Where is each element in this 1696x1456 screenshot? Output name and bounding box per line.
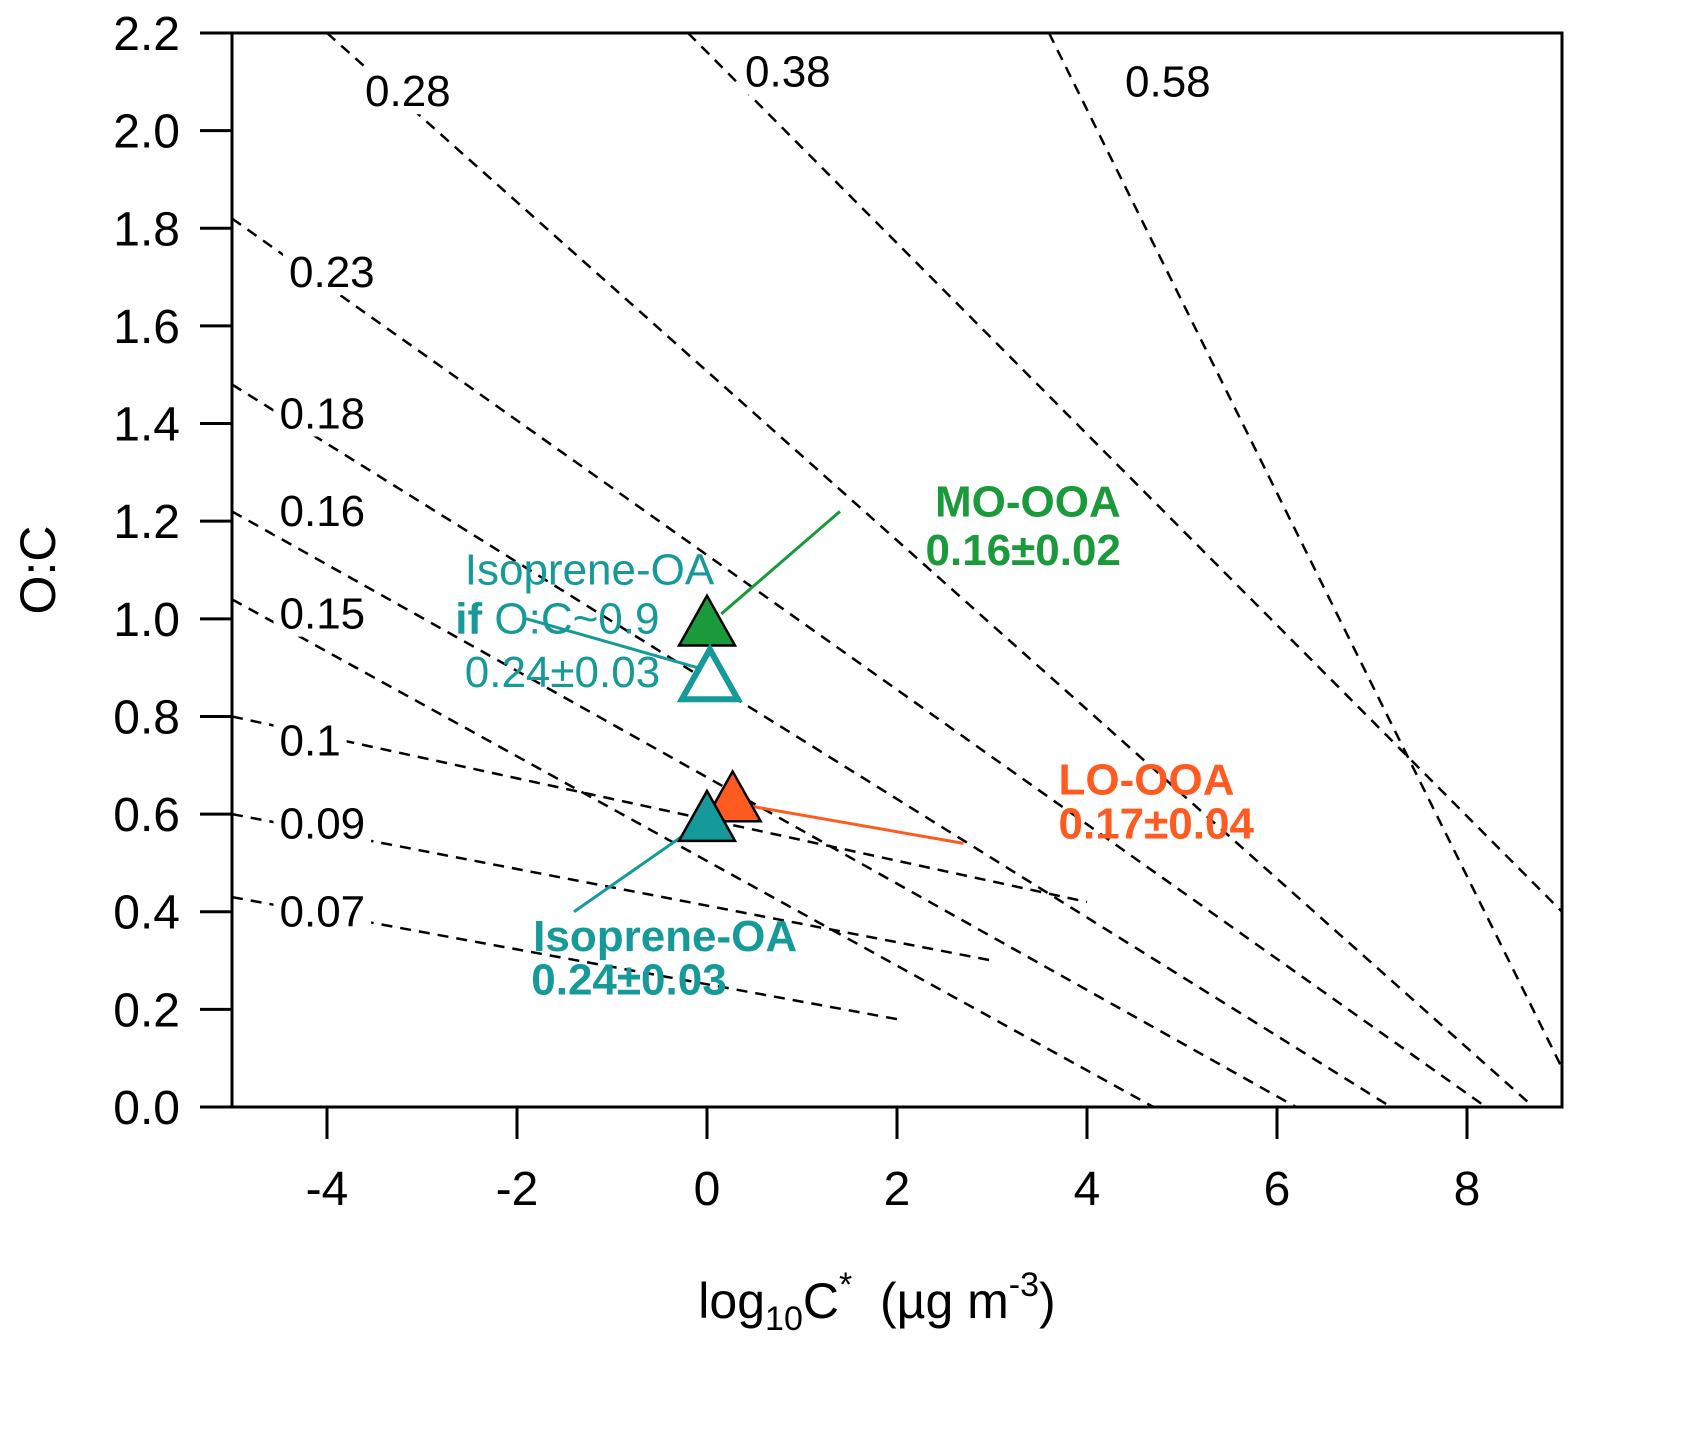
y-axis: 0.0 0.2 0.4 0.6 0.8 1.0 1.2 1.4 1.6 1.8 2.0 2.2: [113, 8, 232, 1135]
x-tick-label: 2: [884, 1163, 911, 1216]
isoline-label-bg: [273, 390, 372, 437]
isoline-label-bg: [273, 888, 372, 935]
isoline-label-bg: [273, 590, 372, 637]
isoline-label-0.1: 0.1: [280, 717, 341, 766]
isoline-label-0.16: 0.16: [280, 487, 366, 536]
isoline-label-0.07: 0.07: [280, 887, 366, 936]
y-tick-label: 0.6: [113, 789, 180, 842]
x-tick-label: -4: [306, 1163, 349, 1216]
annotation-mo-ooa-line-0: MO-OOA: [935, 477, 1121, 526]
isoline-label-bg: [273, 488, 372, 535]
data-markers: [676, 593, 763, 843]
y-tick-label: 1.6: [113, 301, 180, 354]
isoline-label-0.09: 0.09: [280, 800, 366, 849]
marker-mo-ooa: [676, 593, 738, 647]
isoline-label-0.18: 0.18: [280, 389, 366, 438]
isoline-0.09: [232, 812, 993, 962]
annotations: 0.07 0.09 0.1 0.15 0.16 0.18 0.23 0.28 0.38 0.58 M…: [273, 48, 1255, 1005]
x-tick-label: 8: [1454, 1163, 1481, 1216]
isoline-0.1: [232, 715, 1088, 904]
leader-mo-ooa: [720, 510, 841, 616]
marker-lo-ooa: [702, 768, 763, 823]
isoline-0.28: [326, 33, 1535, 1107]
isoline-label-bg: [273, 800, 372, 847]
isoline-label-0.58: 0.58: [1125, 57, 1211, 106]
y-tick-label: 0.8: [113, 691, 180, 744]
isoline-label-bg: [1119, 58, 1217, 105]
isolines: [232, 33, 1562, 1107]
annotation-lo-ooa-line-0: LO-OOA: [1059, 756, 1235, 805]
annotation-isoprene-if-line-1: if O:C~0.9: [455, 594, 659, 643]
annotation-lo-ooa-line-1: 0.17±0.04: [1059, 800, 1255, 849]
y-axis-title: O:C: [10, 526, 66, 615]
annotation-isoprene-if-line-0: Isoprene-OA: [465, 546, 715, 595]
y-tick-label: 1.4: [113, 399, 180, 452]
isoline-0.58: [1047, 33, 1562, 1069]
x-axis-title-unit-superscript: -3: [1009, 1266, 1039, 1304]
isoline-label-bg: [283, 248, 381, 295]
x-axis-title-main: C: [803, 1273, 839, 1329]
x-axis-title: log10C* (µg m-3): [698, 1266, 1055, 1338]
isoline-label-0.28: 0.28: [365, 67, 451, 116]
x-axis-title-unit-close: ): [1039, 1273, 1056, 1329]
y-tick-label: 1.0: [113, 594, 180, 647]
marker-isoprene-oa-if-o-c-0-9: [676, 643, 743, 703]
annotation-leaders: [526, 510, 964, 913]
isoline-label-0.15: 0.15: [280, 590, 366, 639]
marker-isoprene-oa: [676, 788, 738, 843]
isoline-label-bg: [359, 68, 457, 115]
x-tick-label: -2: [496, 1163, 539, 1216]
annotation-mo-ooa-line-1: 0.16±0.02: [926, 526, 1121, 575]
isoline-0.38: [687, 33, 1562, 913]
isoline-label-bg: [273, 717, 347, 764]
isoline-0.23: [232, 217, 1487, 1107]
x-axis-title-subscript: 10: [765, 1300, 803, 1338]
x-tick-label: 4: [1074, 1163, 1101, 1216]
leader-lo-ooa: [739, 802, 964, 845]
annotation-isoprene-line-0: Isoprene-OA: [533, 912, 797, 961]
annotation-isoprene-line-1: 0.24±0.03: [531, 956, 726, 1005]
isoline-0.15: [232, 598, 1155, 1107]
x-tick-label: 6: [1264, 1163, 1291, 1216]
y-tick-label: 0.0: [113, 1082, 180, 1135]
annotation-isoprene-if-line-2: 0.24±0.03: [465, 648, 660, 697]
y-tick-label: 1.2: [113, 496, 180, 549]
isoline-label-0.38: 0.38: [745, 48, 831, 97]
isoline-label-0.23: 0.23: [289, 248, 375, 297]
y-tick-label: 2.0: [113, 106, 180, 159]
x-axis-title-unit: (µg m: [852, 1273, 1009, 1329]
x-axis-title-superscript: *: [839, 1266, 852, 1304]
y-tick-label: 0.2: [113, 984, 180, 1037]
x-axis: -4 -2 0 2 4 6 8: [306, 1107, 1481, 1216]
y-tick-label: 1.8: [113, 203, 180, 256]
isoline-label-bg: [739, 48, 837, 95]
isoline-0.18: [232, 383, 1392, 1107]
y-tick-label: 0.4: [113, 887, 180, 940]
leader-isoprene-if: [526, 617, 698, 670]
x-axis-title-base: log: [698, 1273, 765, 1329]
y-tick-label: 2.2: [113, 8, 180, 61]
x-tick-label: 0: [694, 1163, 721, 1216]
plot-frame: [230, 31, 1564, 1109]
